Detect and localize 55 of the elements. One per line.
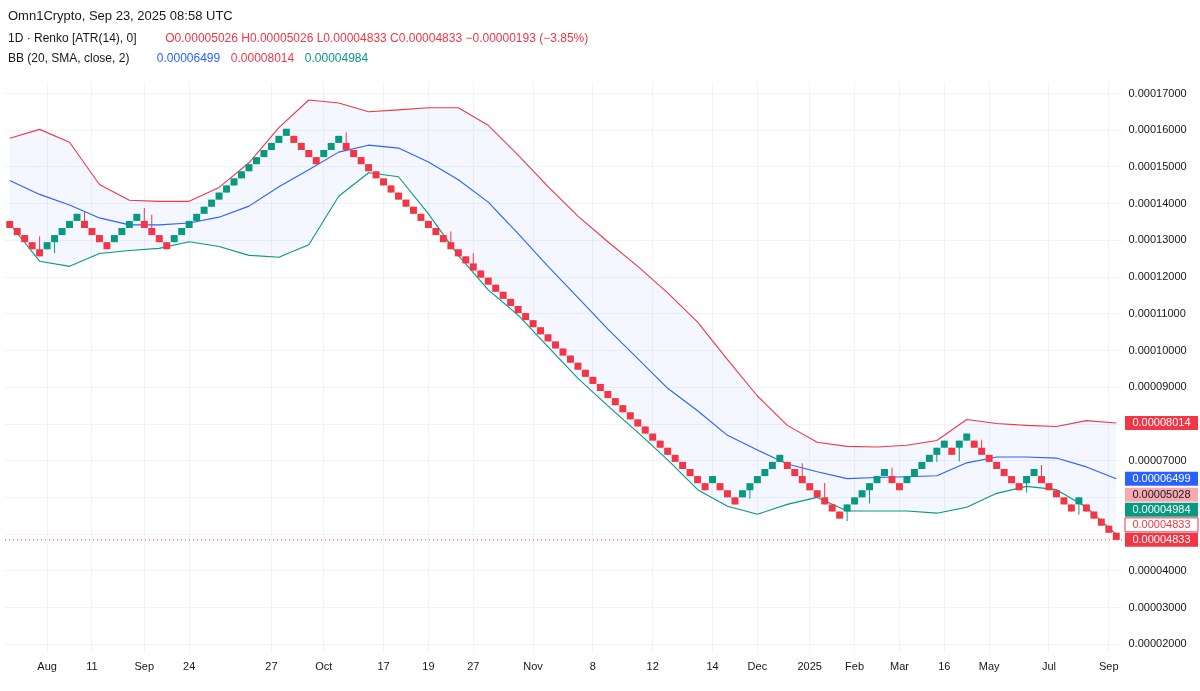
y-tick-label: 0.00015000 [1128, 159, 1187, 172]
text: 0.00004984 [304, 51, 369, 65]
x-tick-label: 8 [589, 659, 596, 672]
y-tick-label: 0.00011000 [1128, 306, 1186, 319]
line-series [9, 144, 1117, 480]
x-tick-label: Oct [315, 659, 333, 672]
x-tick-label: 27 [265, 659, 278, 672]
y-tick-label: 0.00007000 [1128, 453, 1187, 466]
x-tick-label: 27 [467, 659, 480, 672]
x-tick-label: 24 [183, 659, 196, 672]
y-tick-label: 0.00002000 [1128, 637, 1187, 650]
y-tick-label: 0.00003000 [1128, 600, 1187, 613]
x-tick-label: 16 [938, 659, 951, 672]
candlestick [843, 503, 851, 522]
y-tick-label: 0.00004000 [1128, 563, 1187, 576]
chart-subtitle: 1D · Renko [ATR(14), 0] [8, 31, 137, 45]
text: 0.00008014 [1132, 416, 1191, 429]
x-tick-label: Sep [134, 659, 155, 672]
text: 0.00004833 [1132, 517, 1191, 530]
ref-line-label: 0.00004833 [1132, 532, 1191, 545]
x-tick-label: Mar [889, 659, 910, 672]
chart-title: Omn1Crypto, Sep 23, 2025 08:58 UTC [8, 8, 233, 23]
y-tick-label: 0.00017000 [1128, 86, 1187, 99]
x-tick-label: Jul [1041, 659, 1057, 672]
x-tick-label: 2025 [797, 659, 822, 672]
candlestick [746, 482, 754, 500]
candlestick [866, 482, 874, 504]
candlestick [51, 234, 59, 254]
text: 0.00004984 [1132, 502, 1191, 515]
x-tick-label: 12 [646, 659, 659, 672]
y-tick-label: 0.00016000 [1128, 123, 1187, 136]
x-tick-label: 17 [377, 659, 390, 672]
line-series [9, 99, 1117, 448]
text: 0.00005028 [1132, 487, 1191, 500]
text: O0.00005026 H0.00005026 L0.00004833 C0.00004833 −0.00000193 (−3.85%) [165, 31, 589, 45]
text: BB (20, SMA, close, 2) [8, 51, 130, 65]
x-tick-label: Sep [1099, 659, 1119, 672]
y-tick-label: 0.00010000 [1128, 343, 1187, 356]
x-tick-label: 11 [86, 659, 98, 672]
x-tick-label: Aug [37, 659, 57, 672]
y-tick-label: 0.00014000 [1128, 196, 1187, 209]
y-tick-label: 0.00013000 [1128, 233, 1187, 246]
candlestick [1075, 496, 1083, 516]
x-tick-label: Dec [747, 659, 768, 672]
x-tick-label: 14 [706, 659, 719, 672]
x-tick-label: Feb [845, 659, 865, 672]
text: 0.00006499 [156, 51, 221, 65]
x-tick-label: 19 [422, 659, 435, 672]
x-tick-label: Nov [523, 659, 544, 672]
text: 0.00008014 [230, 51, 295, 65]
x-tick-label: May [978, 659, 1001, 672]
text: 0.00006499 [1132, 471, 1191, 484]
y-tick-label: 0.00009000 [1128, 380, 1187, 393]
candlestick [140, 207, 148, 229]
y-tick-label: 0.00012000 [1128, 270, 1187, 283]
